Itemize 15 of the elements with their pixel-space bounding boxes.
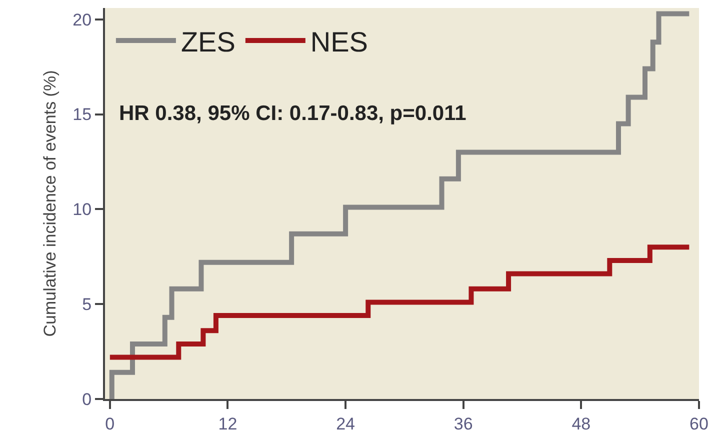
x-tick-label: 0: [105, 414, 115, 434]
y-tick-label: 15: [72, 105, 92, 124]
x-tick-label: 48: [572, 414, 591, 434]
x-tick-label: 36: [454, 414, 473, 434]
legend-label: NES: [310, 26, 368, 58]
y-tick-label: 0: [82, 390, 92, 409]
x-tick-label: 12: [218, 414, 238, 434]
y-tick-label: 5: [82, 295, 92, 314]
legend-label: ZES: [180, 26, 236, 58]
x-tick-label: 24: [336, 414, 356, 434]
y-axis-title: Cumulative incidence of events (%): [40, 70, 60, 337]
x-tick-label: 60: [690, 414, 708, 434]
y-tick-label: 20: [72, 10, 92, 30]
annotation: HR 0.38, 95% CI: 0.17-0.83, p=0.011: [119, 102, 467, 125]
y-tick-label: 10: [72, 200, 92, 220]
